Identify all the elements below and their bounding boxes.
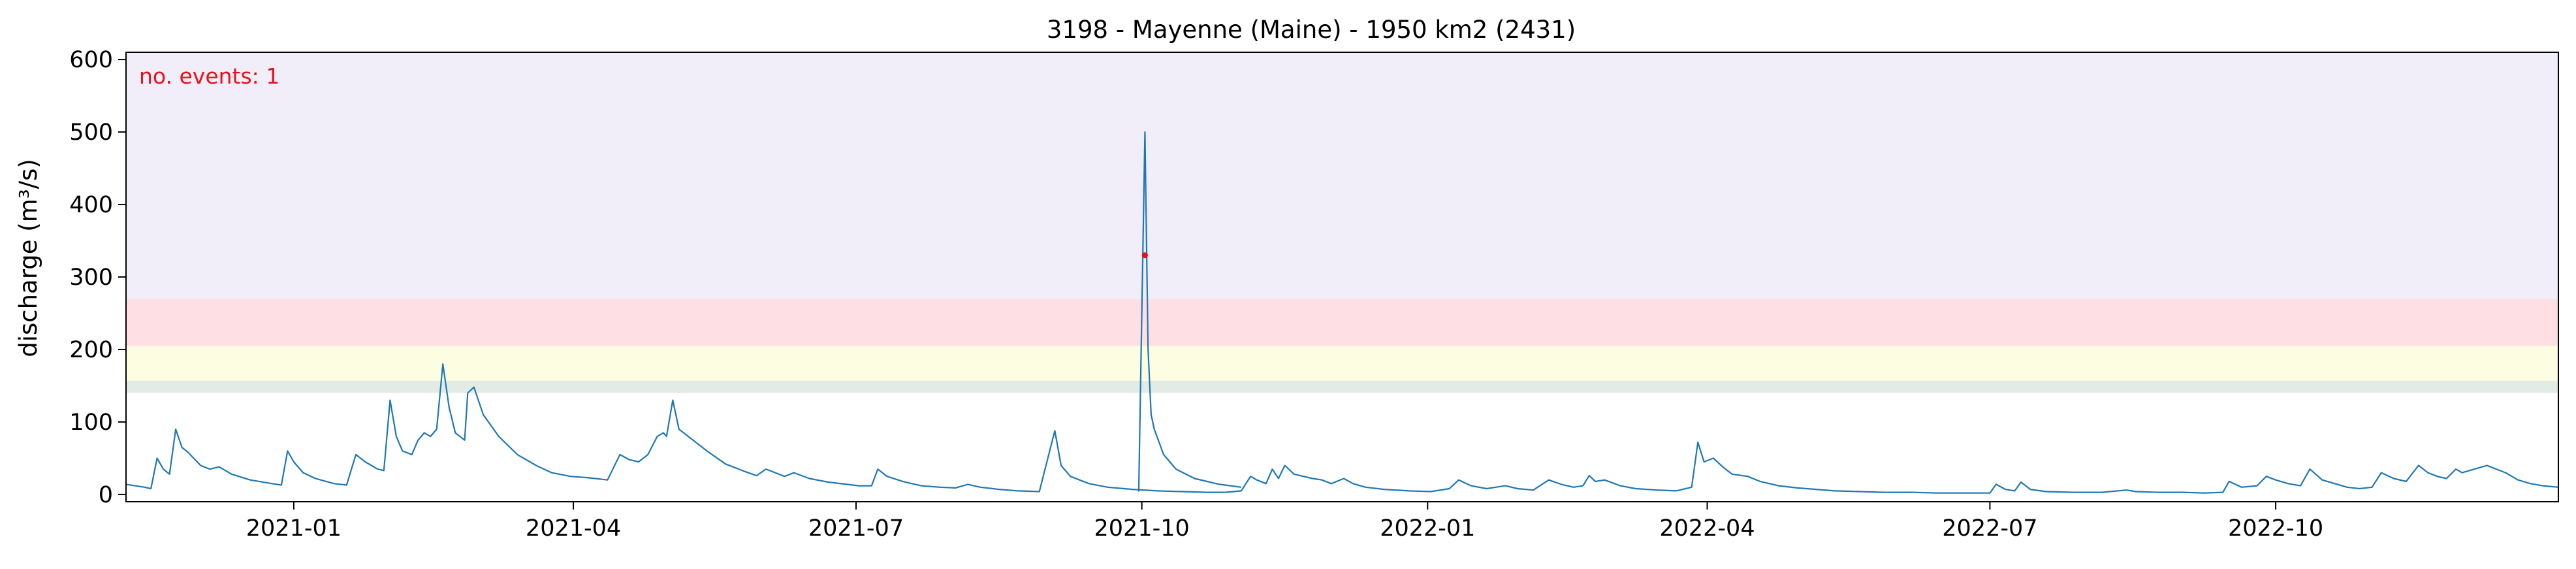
y-tick-label: 100	[69, 410, 113, 436]
y-tick-label: 500	[69, 120, 113, 146]
x-tick-label: 2022-01	[1380, 515, 1475, 542]
threshold-band	[126, 346, 2558, 381]
event-count-annotation: no. events: 1	[139, 63, 279, 89]
y-tick-label: 300	[69, 265, 113, 291]
discharge-series-line	[125, 363, 2559, 494]
plot-frame	[125, 52, 2559, 502]
x-tick-label: 2022-04	[1659, 515, 1755, 542]
discharge-peak-line	[1137, 131, 1242, 492]
x-tick-label: 2021-10	[1094, 515, 1190, 542]
x-tick-label: 2021-04	[526, 515, 621, 542]
y-axis: 0 100 200 300 400 500 600	[69, 47, 126, 508]
x-tick-label: 2021-01	[246, 515, 342, 542]
event-marker-layer	[1141, 252, 1148, 259]
series-layer	[125, 131, 2559, 494]
y-tick-label: 0	[99, 482, 113, 508]
event-marker	[1141, 252, 1148, 259]
chart-title: 3198 - Mayenne (Maine) - 1950 km2 (2431)	[1047, 16, 1576, 44]
x-tick-label: 2022-10	[2228, 515, 2323, 542]
threshold-band	[126, 380, 2558, 393]
y-tick-label: 400	[69, 192, 113, 218]
x-tick-label: 2021-07	[808, 515, 904, 542]
x-tick-label: 2022-07	[1942, 515, 2037, 542]
x-axis: 2021-01 2021-04 2021-07 2021-10 2022-01 2022-…	[246, 502, 2323, 542]
threshold-band	[126, 52, 2558, 299]
y-axis-label: discharge (m³/s)	[14, 159, 42, 357]
threshold-band	[126, 299, 2558, 346]
threshold-bands	[126, 52, 2558, 393]
y-tick-label: 600	[69, 47, 113, 73]
y-tick-label: 200	[69, 337, 113, 363]
